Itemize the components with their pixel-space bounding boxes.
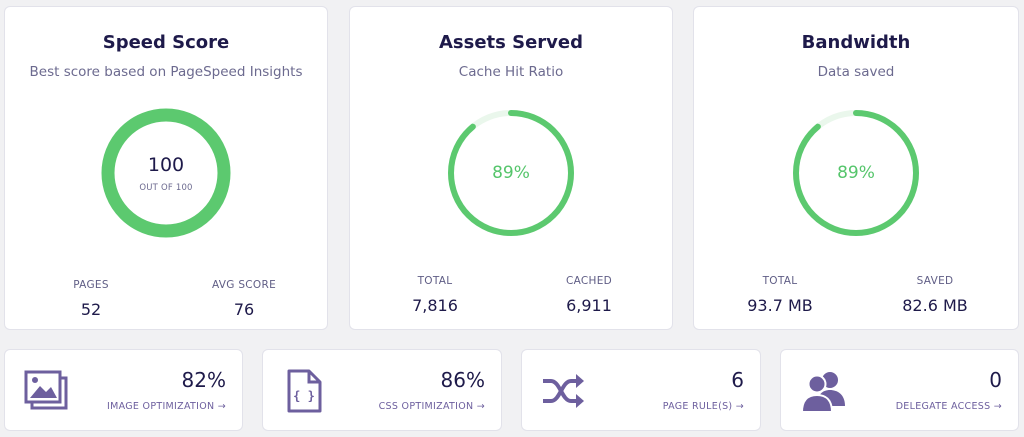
- assets-total-label: TOTAL: [417, 275, 453, 287]
- cache-hit-ring: [448, 110, 574, 236]
- svg-text:{ }: { }: [293, 389, 315, 403]
- css-optimization-value: 86%: [440, 368, 485, 392]
- pages-value: 52: [80, 300, 102, 319]
- speed-score-ring: [101, 108, 231, 238]
- bandwidth-ring: [793, 110, 919, 236]
- image-icon: [24, 370, 68, 410]
- page-rules-value: 6: [731, 368, 744, 392]
- image-optimization-value: 82%: [181, 368, 226, 392]
- assets-served-title: Assets Served: [438, 32, 584, 53]
- users-icon: [800, 372, 845, 413]
- bandwidth-subtitle: Data saved: [817, 64, 895, 80]
- bandwidth-saved-label: SAVED: [916, 275, 954, 287]
- cache-hit-percent: 89%: [492, 163, 530, 183]
- bandwidth-saved-value: 82.6 MB: [902, 296, 968, 315]
- pages-stat: PAGES 52: [26, 279, 156, 319]
- avg-score-stat: AVG SCORE 76: [179, 279, 309, 319]
- css-file-icon: { }: [287, 369, 322, 413]
- assets-served-card: Assets Served Cache Hit Ratio 89% TOTAL …: [349, 6, 673, 330]
- bandwidth-saved-stat: SAVED 82.6 MB: [870, 275, 1000, 315]
- pages-label: PAGES: [73, 279, 109, 291]
- css-optimization-tile[interactable]: { } 86% CSS OPTIMIZATION →: [262, 349, 502, 431]
- speed-score-value: 100: [147, 153, 185, 176]
- avg-score-label: AVG SCORE: [211, 279, 277, 291]
- bandwidth-percent: 89%: [837, 163, 875, 183]
- bandwidth-total-stat: TOTAL 93.7 MB: [715, 275, 845, 315]
- assets-total-stat: TOTAL 7,816: [370, 275, 500, 315]
- delegate-access-link[interactable]: DELEGATE ACCESS →: [895, 401, 1002, 412]
- avg-score-value: 76: [233, 300, 255, 319]
- cache-hit-center: 89%: [445, 107, 577, 239]
- speed-score-out-of: OUT OF 100: [139, 182, 193, 193]
- page-rules-tile[interactable]: 6 PAGE RULE(S) →: [521, 349, 761, 431]
- bandwidth-center: 89%: [790, 107, 922, 239]
- image-optimization-tile[interactable]: 82% IMAGE OPTIMIZATION →: [4, 349, 243, 431]
- bandwidth-total-value: 93.7 MB: [747, 296, 813, 315]
- speed-score-center: 100 OUT OF 100: [100, 107, 232, 239]
- speed-score-card: Speed Score Best score based on PageSpee…: [4, 6, 328, 330]
- speed-score-title: Speed Score: [102, 32, 230, 53]
- assets-cached-label: CACHED: [565, 275, 613, 287]
- bandwidth-total-label: TOTAL: [762, 275, 798, 287]
- delegate-access-tile[interactable]: 0 DELEGATE ACCESS →: [780, 349, 1019, 431]
- assets-served-subtitle: Cache Hit Ratio: [458, 64, 564, 80]
- page-rules-link[interactable]: PAGE RULE(S) →: [662, 401, 744, 412]
- image-optimization-link[interactable]: IMAGE OPTIMIZATION →: [107, 401, 226, 412]
- bandwidth-title: Bandwidth: [801, 32, 911, 53]
- shuffle-icon: [543, 374, 584, 408]
- assets-cached-stat: CACHED 6,911: [524, 275, 654, 315]
- speed-score-subtitle: Best score based on PageSpeed Insights: [29, 64, 303, 80]
- assets-cached-value: 6,911: [566, 296, 612, 315]
- css-optimization-link[interactable]: CSS OPTIMIZATION →: [378, 401, 485, 412]
- bandwidth-card: Bandwidth Data saved 89% TOTAL 93.7 MB S…: [693, 6, 1019, 330]
- assets-total-value: 7,816: [412, 296, 458, 315]
- delegate-access-value: 0: [989, 368, 1002, 392]
